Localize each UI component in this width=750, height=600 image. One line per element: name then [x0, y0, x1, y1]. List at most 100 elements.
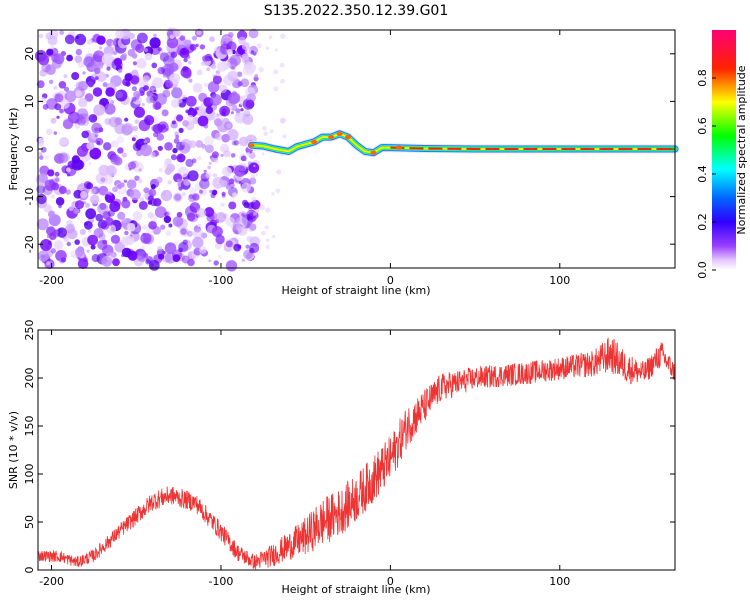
snr-y-ticks: 0 50 100 150 200 250	[23, 320, 675, 574]
ridge-peak	[370, 150, 377, 155]
noise-dot	[66, 167, 71, 173]
noise-dot	[187, 170, 199, 182]
noise-dot	[38, 33, 44, 39]
noise-dot	[148, 220, 157, 230]
noise-dot	[201, 232, 208, 239]
noise-dot	[255, 173, 259, 177]
noise-dot	[180, 228, 187, 235]
noise-dot	[116, 135, 125, 144]
noise-dot	[105, 252, 115, 261]
noise-dot	[179, 35, 186, 41]
noise-dot	[186, 114, 194, 123]
noise-dot	[216, 73, 220, 77]
y-tick-label: -10	[23, 188, 36, 206]
noise-dot	[73, 208, 80, 215]
noise-dot	[65, 189, 71, 195]
noise-dot	[176, 211, 183, 218]
noise-dot	[245, 99, 255, 109]
noise-dot	[99, 46, 103, 50]
noise-dot	[186, 212, 196, 222]
noise-dot	[214, 118, 222, 127]
noise-dot	[165, 230, 172, 237]
noise-dot	[275, 188, 281, 194]
noise-dot	[95, 76, 99, 80]
noise-dot	[121, 122, 134, 135]
noise-dot	[219, 105, 231, 117]
noise-dot	[206, 213, 215, 222]
noise-dot	[87, 81, 94, 88]
noise-dot	[170, 51, 178, 58]
noise-dot	[225, 260, 238, 272]
noise-dot	[39, 165, 50, 176]
noise-dot	[171, 87, 183, 99]
noise-dot	[210, 192, 216, 199]
noise-dot	[71, 158, 84, 171]
noise-dot	[42, 104, 49, 110]
noise-dot	[126, 179, 137, 189]
noise-dot	[77, 113, 84, 121]
noise-dot	[218, 47, 226, 55]
noise-dot	[238, 136, 249, 147]
noise-dot	[59, 108, 64, 114]
noise-dot	[81, 118, 90, 126]
noise-dot	[109, 192, 113, 196]
noise-dot	[121, 199, 131, 209]
noise-dot	[140, 232, 152, 244]
noise-dot	[97, 227, 105, 235]
noise-dot	[130, 75, 140, 85]
noise-dot	[234, 112, 246, 124]
noise-dot	[263, 131, 269, 137]
noise-dot	[199, 178, 210, 190]
noise-dot	[163, 215, 172, 224]
noise-dot	[97, 239, 108, 250]
noise-dot	[164, 142, 173, 151]
noise-dot	[133, 221, 138, 226]
noise-dot	[240, 78, 250, 88]
noise-dot	[50, 248, 56, 254]
noise-dot	[105, 165, 117, 177]
noise-dot	[178, 247, 184, 253]
noise-dot	[210, 63, 217, 70]
noise-dot	[154, 206, 167, 219]
noise-dot	[54, 103, 62, 111]
noise-dot	[82, 71, 86, 75]
noise-dot	[75, 90, 82, 97]
noise-dot	[164, 252, 177, 264]
noise-dot	[276, 170, 279, 173]
colorbar-gradient	[712, 30, 736, 270]
noise-dot	[117, 211, 126, 220]
noise-dot	[47, 169, 55, 177]
noise-dot	[135, 250, 139, 254]
noise-dot	[74, 33, 87, 46]
noise-dot	[181, 94, 187, 100]
noise-dot	[122, 78, 130, 86]
noise-dot	[225, 184, 232, 190]
x-tick-label: 100	[549, 575, 570, 588]
noise-dot	[214, 159, 219, 164]
noise-dot	[103, 174, 114, 185]
noise-dot	[225, 240, 233, 248]
y-tick-label: 0	[23, 146, 36, 153]
noise-dot	[246, 151, 251, 156]
noise-dot	[101, 256, 113, 267]
noise-dot	[123, 179, 128, 183]
noise-dot	[261, 231, 266, 236]
noise-dot	[174, 193, 182, 201]
noise-dot	[131, 86, 136, 91]
noise-dot	[95, 213, 103, 222]
noise-dot	[63, 86, 70, 92]
noise-dot	[80, 190, 88, 199]
noise-dot	[178, 242, 189, 253]
noise-dot	[246, 209, 257, 220]
noise-dots	[35, 27, 287, 272]
noise-dot	[152, 101, 162, 111]
noise-dot	[273, 86, 279, 92]
noise-dot	[181, 141, 186, 146]
noise-dot	[50, 45, 55, 50]
noise-dot	[58, 81, 67, 89]
noise-dot	[51, 182, 60, 191]
noise-dot	[52, 92, 61, 100]
colorbar-label: Normalized spectral amplitude	[735, 65, 748, 234]
